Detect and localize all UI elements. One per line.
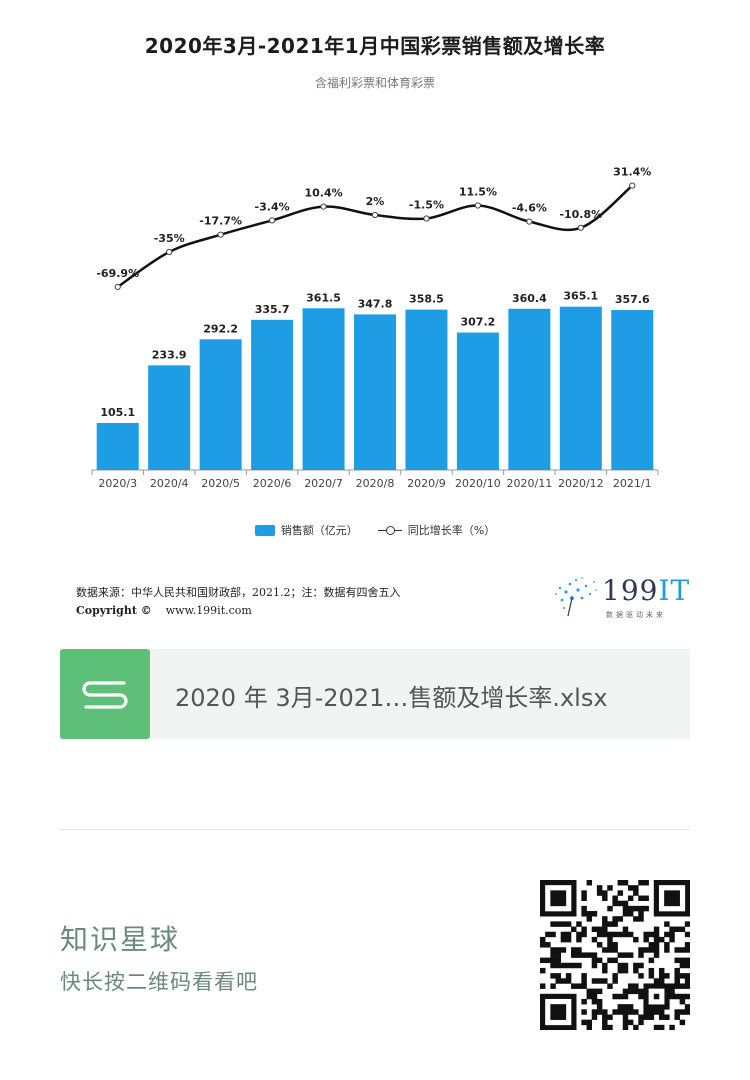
logo-text: 199IT: [602, 574, 691, 607]
x-tick-label: 2020/10: [455, 477, 501, 490]
bar-value-label: 335.7: [255, 303, 290, 316]
x-tick-label: 2021/1: [613, 477, 652, 490]
file-name: 2020 年 3月-2021…售额及增长率.xlsx: [175, 684, 608, 712]
file-attachment-card[interactable]: 2020 年 3月-2021…售额及增长率.xlsx: [60, 649, 690, 739]
x-tick-label: 2020/6: [253, 477, 292, 490]
growth-value-label: -3.4%: [255, 200, 290, 213]
bar-2020/12: [559, 306, 602, 470]
qr-code-icon[interactable]: [540, 880, 691, 1031]
legend-label-sales: 销售额（亿元）: [280, 524, 358, 537]
legend-item-sales: 销售额（亿元）: [254, 522, 358, 538]
chart-legend: 销售额（亿元） 同比增长率（%）: [0, 522, 750, 538]
copyright-label: Copyright ©: [76, 604, 152, 617]
growth-point: [217, 231, 224, 238]
bar-value-label: 233.9: [152, 348, 187, 361]
bar-value-label: 365.1: [563, 290, 598, 303]
legend-swatch-line: [377, 525, 402, 536]
growth-point: [320, 203, 327, 210]
x-tick-label: 2020/3: [98, 477, 137, 490]
bar-2021/1: [611, 310, 654, 470]
x-tick-label: 2020/9: [407, 477, 446, 490]
legend-swatch-bar: [254, 524, 275, 536]
growth-value-label: 31.4%: [613, 166, 651, 179]
growth-point: [629, 182, 636, 189]
planet-hint: 快长按二维码看看吧: [60, 970, 258, 994]
chart-title: 2020年3月-2021年1月中国彩票销售额及增长率: [144, 34, 606, 58]
bar-2020/3: [96, 422, 139, 470]
bar-2020/5: [199, 339, 242, 470]
bar-value-label: 347.8: [358, 297, 393, 310]
chart-card: 2020年3月-2021年1月中国彩票销售额及增长率 含福利彩票和体育彩票 10…: [0, 34, 750, 620]
growth-value-label: -1.5%: [409, 199, 444, 212]
x-tick-label: 2020/7: [304, 477, 343, 490]
bar-value-label: 292.2: [203, 322, 238, 335]
growth-value-label: -69.9%: [96, 267, 139, 280]
growth-value-label: 11.5%: [459, 186, 497, 199]
copyright: Copyright © www.199it.com: [76, 604, 252, 617]
growth-point: [114, 283, 121, 290]
growth-value-label: 10.4%: [304, 187, 342, 200]
growth-point: [268, 217, 276, 224]
brand-logo: 199IT 数据驱动未来: [552, 574, 692, 620]
divider: [60, 829, 690, 830]
spreadsheet-s-icon: [60, 649, 150, 739]
growth-value-label: -4.6%: [512, 202, 547, 215]
growth-value-label: -10.8%: [559, 208, 602, 221]
bar-2020/11: [508, 308, 551, 470]
copyright-site: www.199it.com: [165, 604, 252, 617]
logo-dandelion-icon: [555, 577, 597, 617]
x-tick-label: 2020/8: [356, 477, 395, 490]
bar-value-label: 358.5: [409, 293, 444, 306]
growth-point: [166, 248, 173, 256]
growth-point: [577, 224, 584, 231]
bar-value-label: 307.2: [461, 316, 496, 329]
bar-value-label: 105.1: [100, 406, 135, 419]
bar-value-label: 361.5: [306, 291, 341, 304]
x-tick-label: 2020/4: [150, 477, 189, 490]
growth-value-label: -17.7%: [199, 215, 242, 228]
bar-value-label: 360.4: [512, 292, 547, 305]
legend-label-growth: 同比增长率（%）: [407, 524, 496, 537]
growth-point: [526, 218, 533, 225]
legend-item-growth: 同比增长率（%）: [377, 522, 496, 538]
bar-value-label: 357.6: [615, 293, 650, 306]
planet-title: 知识星球: [60, 923, 181, 956]
source-note: 数据来源：中华人民共和国财政部，2021.2；注：数据有四舍五入: [76, 586, 401, 599]
x-tick-label: 2020/12: [558, 477, 604, 490]
growth-point: [474, 202, 482, 209]
bar-2020/6: [251, 319, 294, 470]
bar-2020/4: [148, 365, 191, 470]
x-tick-label: 2020/11: [507, 477, 553, 490]
bar-2020/8: [354, 314, 396, 470]
growth-value-label: -35%: [154, 232, 185, 245]
growth-value-label: 2%: [366, 195, 385, 208]
bar-2020/10: [456, 332, 499, 470]
logo-tagline: 数据驱动未来: [606, 611, 666, 619]
bar-2020/7: [302, 308, 345, 470]
chart-subtitle: 含福利彩票和体育彩票: [314, 76, 435, 90]
x-tick-label: 2020/5: [201, 477, 240, 490]
growth-point: [423, 215, 430, 222]
growth-point: [371, 211, 379, 219]
chart-svg: 105.1 2020/3 233.9 2020/4 292.2 2020/5 335.7 20…: [91, 166, 659, 490]
bar-2020/9: [405, 309, 448, 470]
